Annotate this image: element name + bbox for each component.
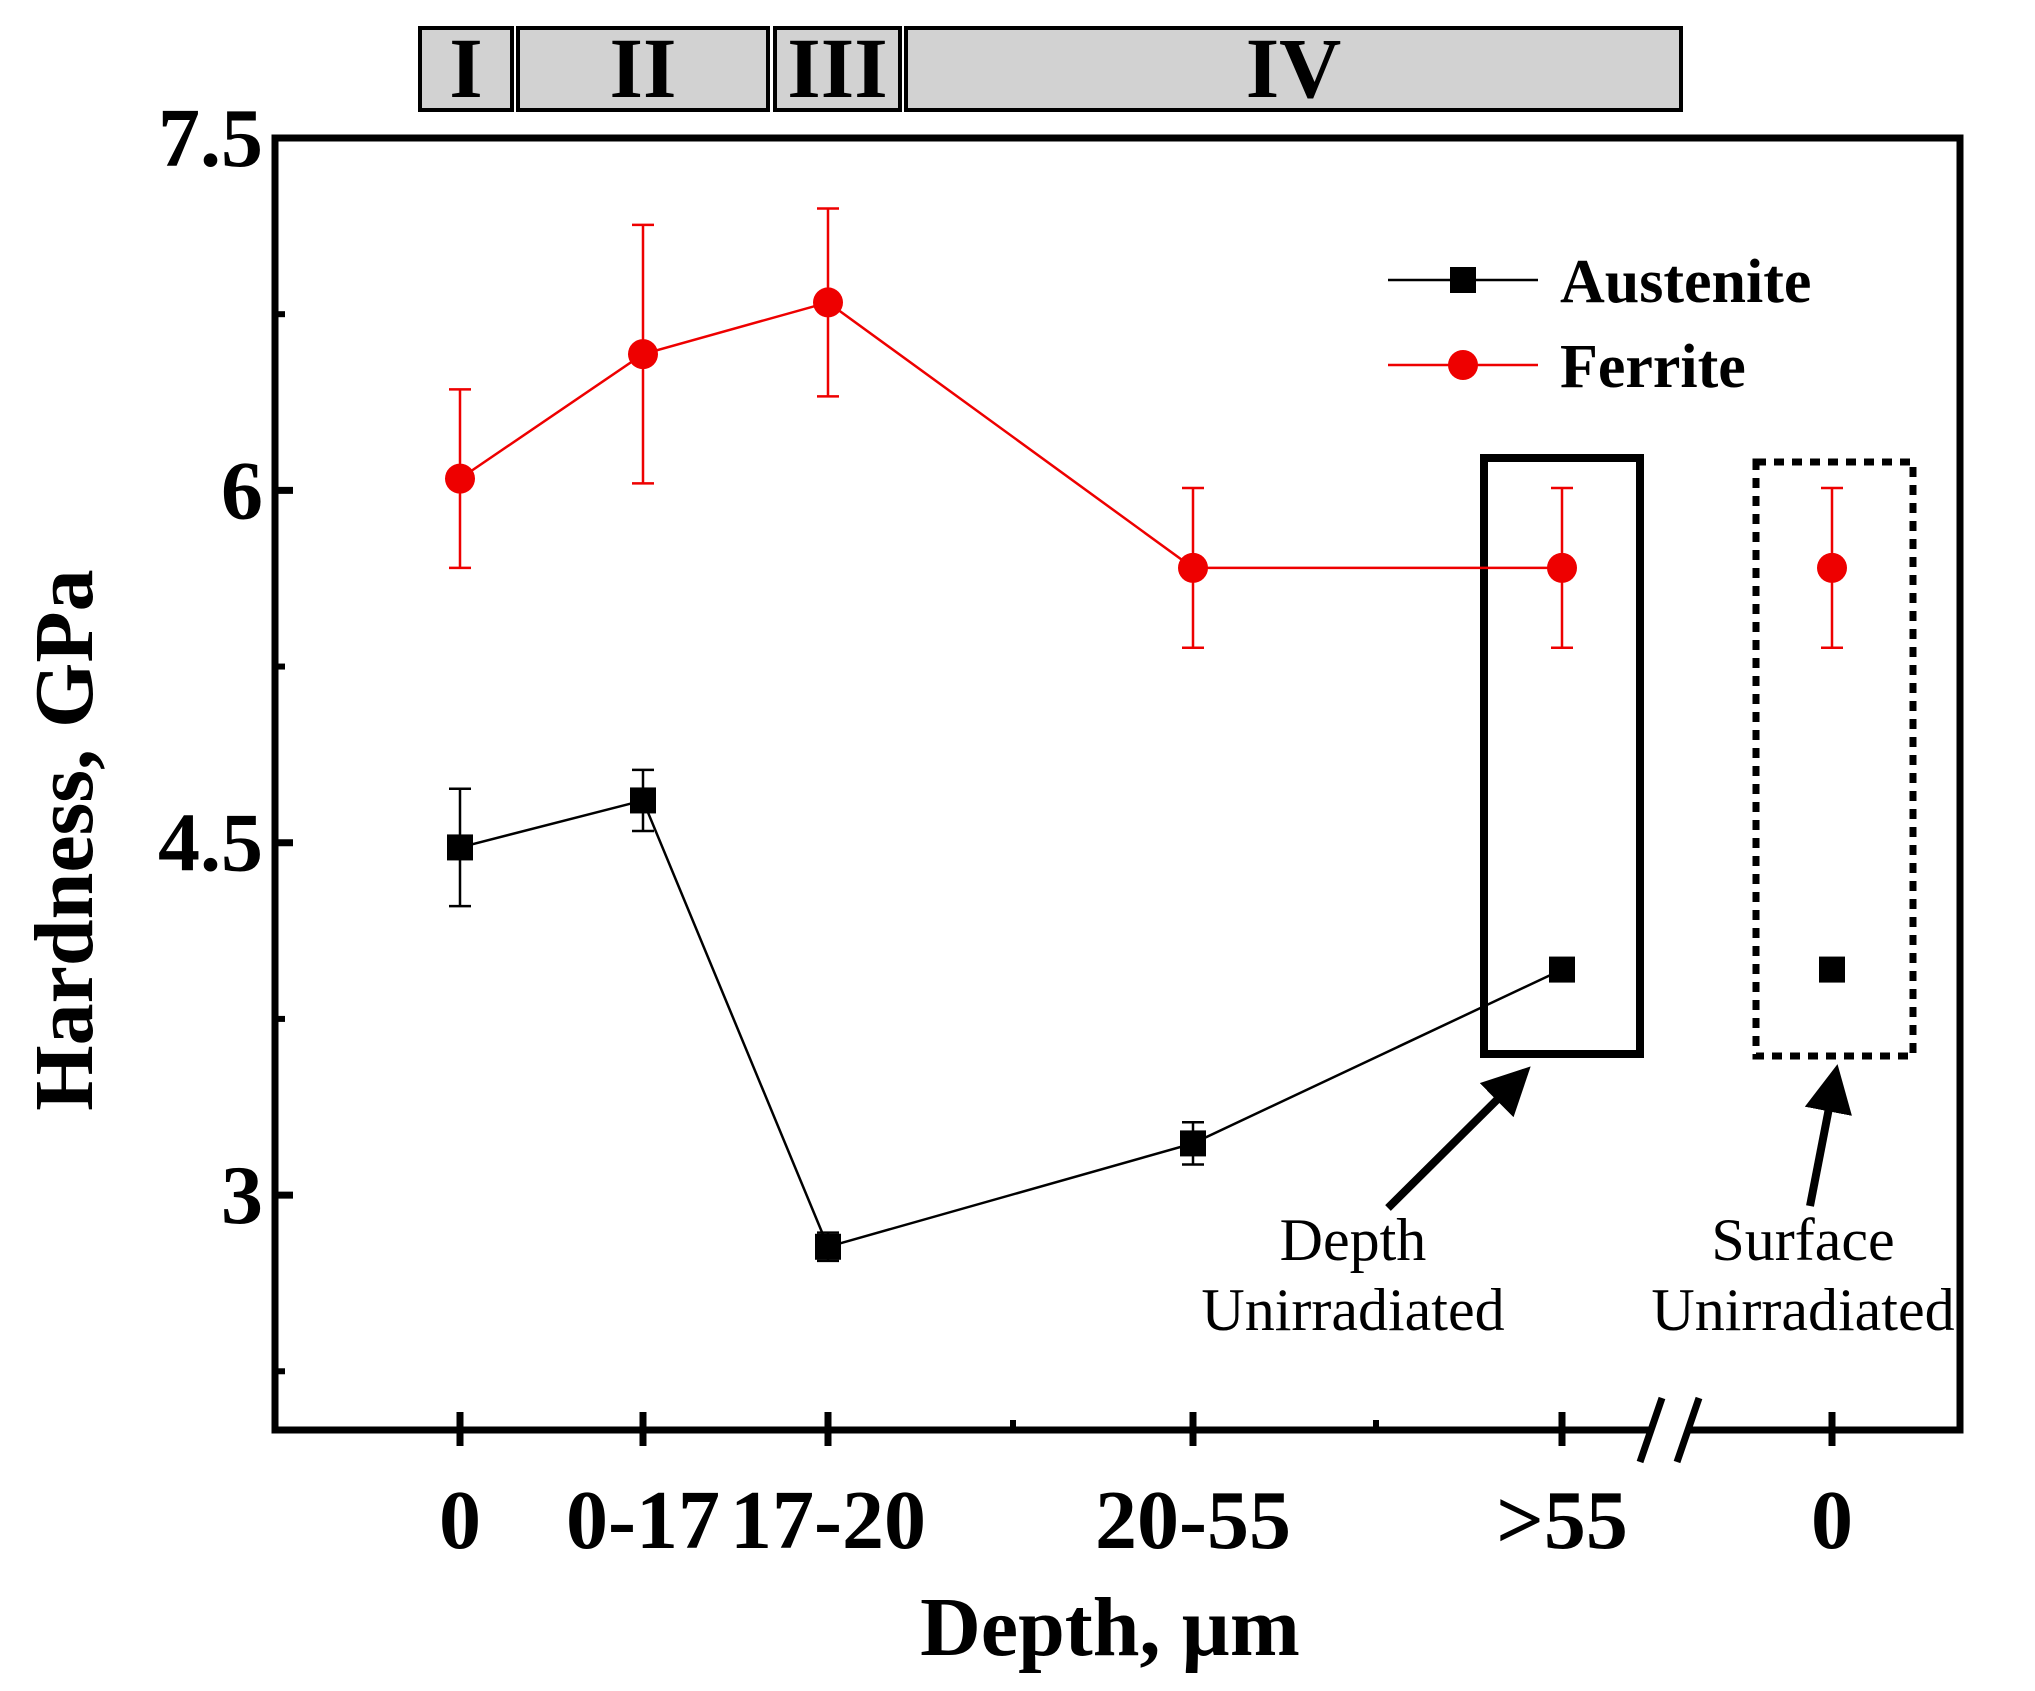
surface-unirradiated-box bbox=[1752, 458, 1917, 1060]
y-axis-title: Hardness, GPa bbox=[18, 569, 111, 1110]
legend: Austenite Ferrite bbox=[1388, 248, 1811, 401]
x-tick-label: 0 bbox=[1811, 1474, 1853, 1567]
region-label: II bbox=[610, 20, 677, 116]
annotation-boxes bbox=[1480, 454, 1917, 1060]
x-tick-label: 0-17 bbox=[566, 1474, 720, 1567]
data-point bbox=[1549, 956, 1575, 983]
data-point bbox=[1180, 1130, 1206, 1157]
region-band bbox=[418, 26, 514, 112]
surface-annotation-arrow bbox=[1804, 1064, 1852, 1207]
depth-annotation-line1: Depth bbox=[1280, 1207, 1427, 1273]
region-band bbox=[516, 26, 770, 112]
axis-break-mark bbox=[1673, 1396, 1703, 1464]
legend-marker bbox=[1450, 267, 1476, 293]
data-point bbox=[813, 287, 843, 318]
data-point bbox=[628, 339, 658, 370]
depth-annotation-arrow bbox=[1385, 1066, 1531, 1211]
depth-unirradiated-box bbox=[1480, 454, 1644, 1058]
x-tick-label: 0 bbox=[439, 1474, 481, 1567]
region-label: III bbox=[787, 20, 887, 116]
data-point bbox=[445, 463, 475, 494]
data-point bbox=[1819, 956, 1845, 983]
region-label: I bbox=[449, 20, 482, 116]
x-tick-label: 17-20 bbox=[730, 1474, 926, 1567]
surface-annotation-line1: Surface bbox=[1711, 1207, 1894, 1273]
y-axis-ticks: 7.5 6 4.5 3 bbox=[158, 92, 293, 1375]
region-band bbox=[904, 26, 1683, 112]
series-line bbox=[459, 301, 1562, 570]
surface-annotation-line2: Unirradiated bbox=[1651, 1277, 1954, 1343]
axis-break-mark bbox=[1636, 1396, 1666, 1464]
region-bands: I II III IV bbox=[418, 20, 1683, 116]
y-tick-label: 6 bbox=[221, 444, 263, 537]
x-axis-title: Depth, µm bbox=[920, 1581, 1300, 1674]
series-line bbox=[459, 798, 1563, 1249]
data-point bbox=[815, 1233, 841, 1260]
data-point bbox=[447, 834, 473, 861]
series-ferrite bbox=[445, 207, 1847, 650]
data-point bbox=[1178, 552, 1208, 583]
legend-label: Ferrite bbox=[1560, 333, 1746, 401]
legend-label: Austenite bbox=[1560, 248, 1811, 316]
data-point bbox=[1817, 552, 1847, 583]
data-point bbox=[1547, 552, 1577, 583]
x-tick-label: 20-55 bbox=[1095, 1474, 1291, 1567]
data-point bbox=[630, 787, 656, 814]
y-tick-label: 4.5 bbox=[158, 797, 263, 890]
series-austenite bbox=[447, 768, 1845, 1263]
region-band bbox=[773, 26, 902, 112]
x-tick-label: >55 bbox=[1496, 1474, 1628, 1567]
y-tick-label: 3 bbox=[221, 1149, 263, 1242]
depth-annotation-line2: Unirradiated bbox=[1201, 1277, 1504, 1343]
axes-frame bbox=[271, 134, 1964, 1464]
legend-marker bbox=[1448, 350, 1478, 380]
region-label: IV bbox=[1246, 20, 1342, 116]
series-layer bbox=[445, 207, 1847, 1263]
y-tick-label: 7.5 bbox=[158, 92, 263, 185]
x-axis-ticks: 0 0-17 17-20 20-55 >55 0 bbox=[439, 1412, 1853, 1567]
